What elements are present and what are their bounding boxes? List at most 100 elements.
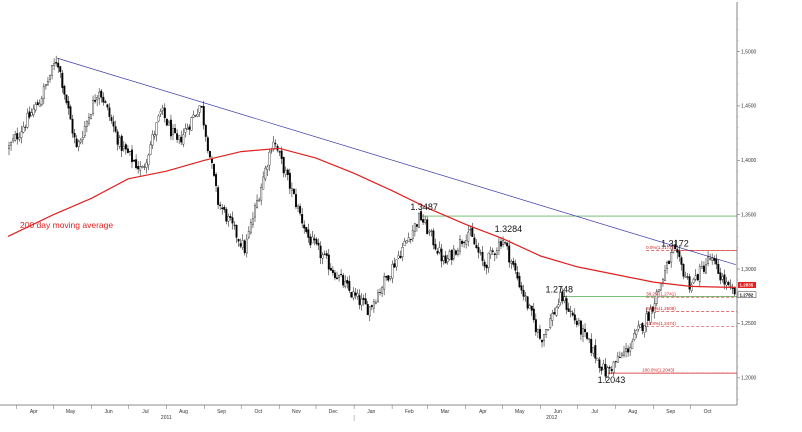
candle-body — [333, 272, 336, 279]
candle-body — [28, 111, 31, 118]
candle-body — [727, 282, 730, 285]
candle-body — [227, 216, 230, 222]
candle-body — [98, 91, 101, 99]
candle-body — [569, 310, 572, 312]
candle-body — [424, 219, 427, 223]
candle-body — [487, 252, 490, 268]
candle-body — [668, 260, 671, 265]
candle-body — [555, 307, 558, 316]
last-value-tag-box — [738, 281, 756, 288]
candle-body — [524, 295, 527, 297]
candle-body — [55, 62, 58, 64]
candle-body — [297, 205, 300, 209]
candle-body — [237, 239, 240, 242]
candle-body — [559, 292, 562, 303]
candle-body — [631, 341, 634, 349]
candle-body — [26, 113, 29, 128]
candle-body — [504, 242, 507, 244]
candle-body — [319, 245, 322, 259]
candle-body — [397, 255, 400, 259]
price-annotation: 1.2748 — [546, 284, 574, 294]
candle-body — [440, 248, 443, 262]
candle-body — [508, 245, 511, 263]
candle-body — [688, 276, 691, 290]
candle-body — [307, 229, 310, 238]
x-tick-label: Dec — [329, 409, 338, 415]
candle-body — [210, 158, 213, 163]
candle-body — [358, 295, 361, 305]
candle-body — [256, 200, 259, 208]
candle-body — [67, 100, 70, 109]
candle-body — [600, 366, 603, 371]
candle-body — [538, 328, 541, 339]
candle-body — [436, 250, 439, 254]
last-value-tag-box — [737, 291, 757, 298]
candle-body — [110, 117, 113, 121]
candle-body — [233, 224, 236, 226]
candle-body — [223, 207, 226, 210]
candle-body — [592, 347, 595, 354]
candle-body — [434, 244, 437, 250]
candle-body — [547, 329, 550, 331]
candle-body — [147, 154, 150, 166]
candle-body — [34, 104, 37, 111]
fib-level-label: 38.2%(1,2741) — [646, 292, 676, 297]
candle-body — [53, 63, 56, 66]
candle-body — [696, 274, 699, 281]
candle-body — [92, 99, 95, 114]
candle-body — [627, 348, 630, 353]
y-tick-label: 1,4500 — [741, 104, 757, 110]
price-annotation: 1.3284 — [495, 224, 523, 234]
candle-body — [336, 277, 338, 280]
candle-body — [51, 65, 54, 76]
candle-body — [692, 278, 695, 284]
candle-body — [383, 276, 386, 290]
candle-body — [641, 322, 644, 331]
candle-body — [618, 357, 621, 358]
candle-body — [81, 137, 84, 140]
candle-body — [262, 176, 265, 190]
candle-body — [657, 289, 660, 292]
candle-body — [190, 117, 193, 131]
candle-body — [172, 128, 174, 135]
candle-body — [483, 261, 486, 267]
candle-body — [401, 247, 404, 257]
candle-body — [694, 275, 697, 280]
candle-body — [182, 134, 185, 145]
candle-body — [274, 143, 277, 145]
candle-body — [126, 148, 129, 153]
candle-body — [655, 291, 658, 304]
candle-body — [711, 257, 714, 261]
candle-body — [194, 115, 197, 117]
candle-body — [391, 264, 394, 279]
x-tick-label: Sep — [666, 409, 675, 415]
candle-body — [530, 305, 533, 311]
x-tick-label: Oct — [254, 409, 262, 415]
candle-body — [461, 240, 464, 244]
candle-body — [616, 355, 619, 363]
candle-body — [184, 128, 187, 133]
candle-body — [596, 357, 599, 361]
x-tick-label: Apr — [479, 409, 487, 415]
candle-body — [545, 329, 548, 335]
candle-body — [415, 224, 418, 227]
candle-body — [251, 218, 254, 225]
candle-body — [344, 281, 347, 288]
candle-body — [200, 105, 203, 108]
moving-average-label: 200 day moving average — [20, 220, 113, 230]
x-tick-label: Jun — [105, 409, 113, 415]
candle-body — [532, 308, 535, 320]
candle-body — [85, 120, 88, 127]
candle-body — [225, 209, 228, 222]
candle-body — [350, 292, 353, 298]
candle-body — [114, 126, 117, 132]
candle-body — [266, 166, 269, 170]
candle-body — [241, 240, 244, 248]
candle-body — [649, 308, 652, 323]
candle-body — [563, 296, 566, 302]
candle-body — [729, 285, 732, 287]
candle-body — [108, 107, 111, 117]
candle-body — [157, 115, 160, 122]
candle-body — [16, 133, 19, 140]
candle-body — [323, 253, 326, 255]
